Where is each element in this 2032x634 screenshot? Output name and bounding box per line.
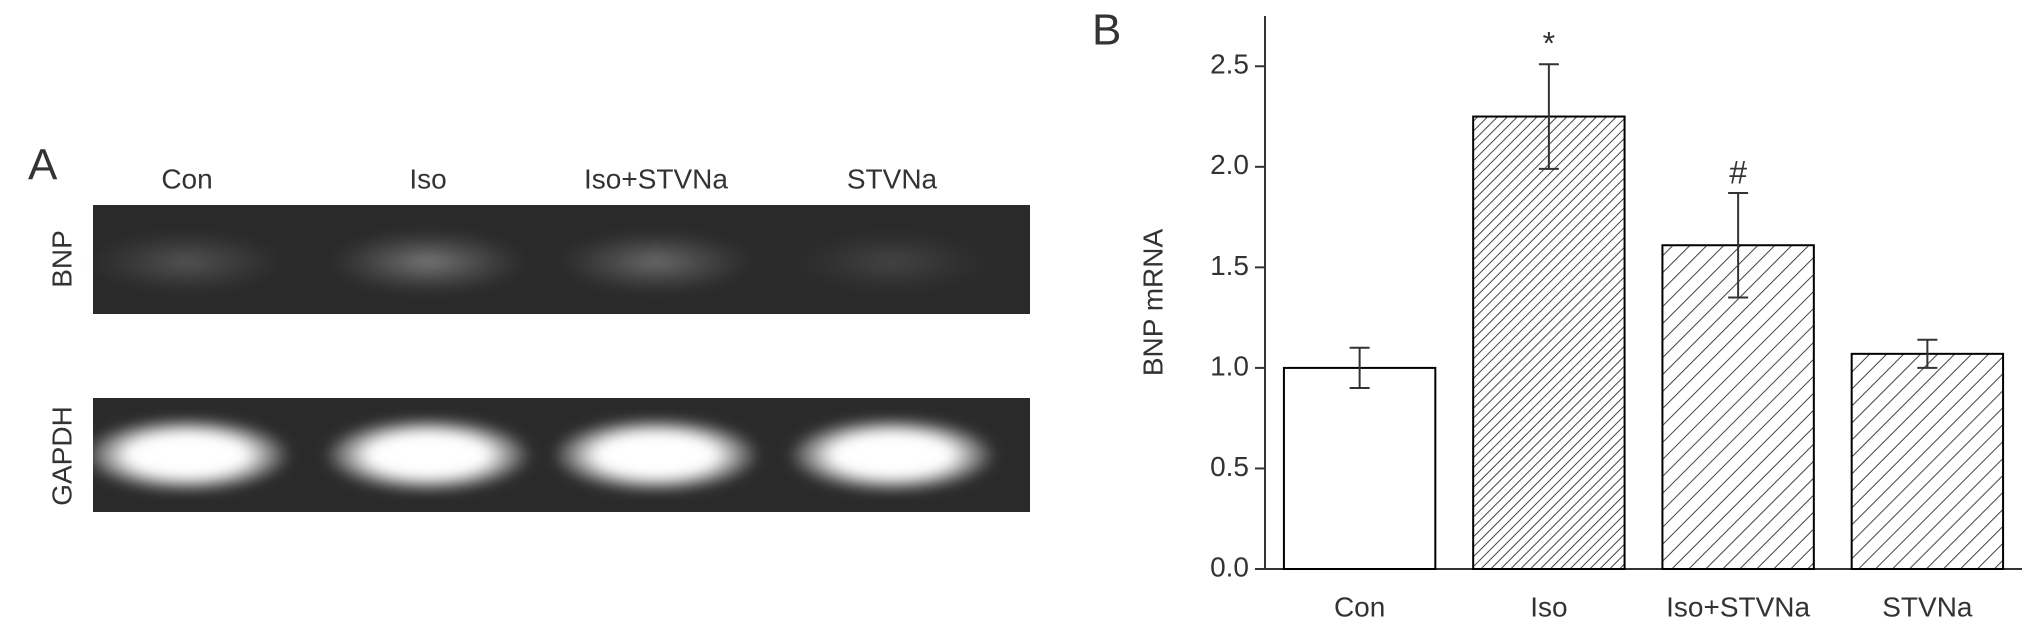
bar: [1472, 115, 1626, 571]
error-bar: [1349, 346, 1370, 390]
error-bar: [1538, 63, 1559, 170]
annotation: #: [1729, 154, 1747, 190]
x-tick-label: Iso: [1530, 591, 1567, 622]
lane-label: STVNa: [847, 163, 938, 194]
annotation: *: [1543, 26, 1555, 62]
gel-band: [787, 417, 997, 493]
x-tick-label: Iso+STVNa: [1666, 591, 1810, 622]
panel-label: B: [1092, 6, 1121, 55]
gel-band: [556, 230, 756, 294]
y-tick-label: 2.0: [1210, 149, 1249, 180]
row-label: GAPDH: [46, 406, 77, 506]
y-tick-label: 2.5: [1210, 49, 1249, 80]
error-bar: [1917, 338, 1938, 369]
lane-label: Iso+STVNa: [584, 163, 728, 194]
lane-label: Con: [161, 163, 212, 194]
y-tick-label: 0.0: [1210, 551, 1249, 582]
y-tick-label: 1.5: [1210, 250, 1249, 281]
x-tick-label: Con: [1334, 591, 1385, 622]
gel-band: [82, 417, 292, 493]
y-axis-label: BNP mRNA: [1137, 229, 1168, 377]
gel-band: [328, 230, 528, 294]
y-tick-label: 0.5: [1210, 451, 1249, 482]
panel-label: A: [28, 141, 58, 190]
error-bar: [1728, 191, 1749, 299]
bar: [1282, 366, 1437, 570]
gel-band: [87, 230, 287, 294]
gel-panel: A BNP GAPDH Con Iso Iso+STVNa STVNa: [28, 141, 1030, 512]
bar: [1661, 244, 1815, 571]
gel-band: [792, 230, 992, 294]
row-label: BNP: [46, 230, 77, 288]
gel-band: [323, 417, 533, 493]
x-tick-label: STVNa: [1882, 591, 1973, 622]
lane-label: Iso: [409, 163, 446, 194]
bar: [1850, 352, 2005, 570]
gel-band: [551, 417, 761, 493]
y-tick-label: 1.0: [1210, 350, 1249, 381]
